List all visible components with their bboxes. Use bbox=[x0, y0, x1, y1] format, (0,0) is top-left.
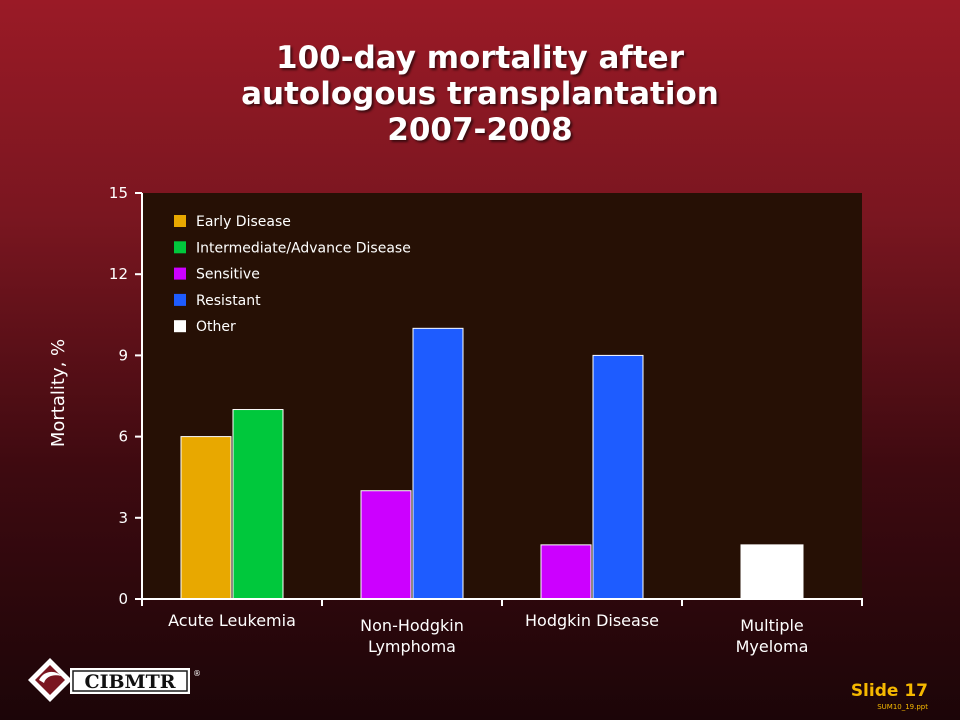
y-tick-label: 3 bbox=[118, 509, 128, 527]
bar-hodgkin-disease-sensitive bbox=[540, 544, 592, 600]
y-axis-label: Mortality, % bbox=[48, 339, 69, 447]
logo-registered-mark: ® bbox=[193, 669, 201, 678]
legend-label: Other bbox=[196, 319, 236, 335]
legend-label: Resistant bbox=[196, 293, 261, 309]
file-code: SUM10_19.ppt bbox=[877, 703, 928, 711]
slide-number: Slide 17 bbox=[850, 681, 928, 701]
bar-hodgkin-disease-resistant bbox=[592, 354, 644, 600]
x-tick-label: Acute Leukemia bbox=[168, 611, 296, 630]
y-tick-label: 15 bbox=[109, 184, 128, 202]
logo-diamond-icon bbox=[28, 658, 72, 702]
bar-non-hodgkin-lymphoma-sensitive bbox=[360, 490, 412, 600]
legend-swatch bbox=[174, 293, 186, 306]
bar-acute-leukemia-early-disease bbox=[180, 436, 232, 600]
bar-acute-leukemia-intermediate-advance-disease bbox=[232, 409, 284, 600]
legend-swatch bbox=[174, 241, 186, 254]
y-tick-label: 0 bbox=[118, 590, 128, 608]
title-line-2: autologous transplantation bbox=[241, 76, 719, 112]
bar-non-hodgkin-lymphoma-resistant bbox=[412, 327, 464, 600]
y-tick-label: 6 bbox=[118, 428, 128, 446]
bar-multiple-myeloma-other bbox=[740, 544, 804, 600]
logo-text: CIBMTR bbox=[84, 671, 175, 693]
x-tick-label: Multiple Myeloma bbox=[736, 616, 809, 656]
legend-swatch bbox=[174, 320, 186, 333]
chart-title: 100-day mortality after autologous trans… bbox=[0, 40, 960, 148]
x-tick-label: Hodgkin Disease bbox=[525, 611, 659, 630]
legend-label: Early Disease bbox=[196, 214, 291, 230]
y-tick-label: 12 bbox=[109, 265, 128, 283]
cibmtr-logo: CIBMTR ® bbox=[28, 658, 201, 702]
y-tick-label: 9 bbox=[118, 346, 128, 364]
title-line-3: 2007-2008 bbox=[387, 112, 573, 148]
legend-label: Intermediate/Advance Disease bbox=[196, 240, 411, 256]
legend-label: Sensitive bbox=[196, 267, 260, 283]
title-line-1: 100-day mortality after bbox=[276, 40, 684, 76]
legend-swatch bbox=[174, 215, 186, 227]
legend-swatch bbox=[174, 267, 186, 280]
x-tick-label: Non-Hodgkin Lymphoma bbox=[360, 616, 464, 656]
